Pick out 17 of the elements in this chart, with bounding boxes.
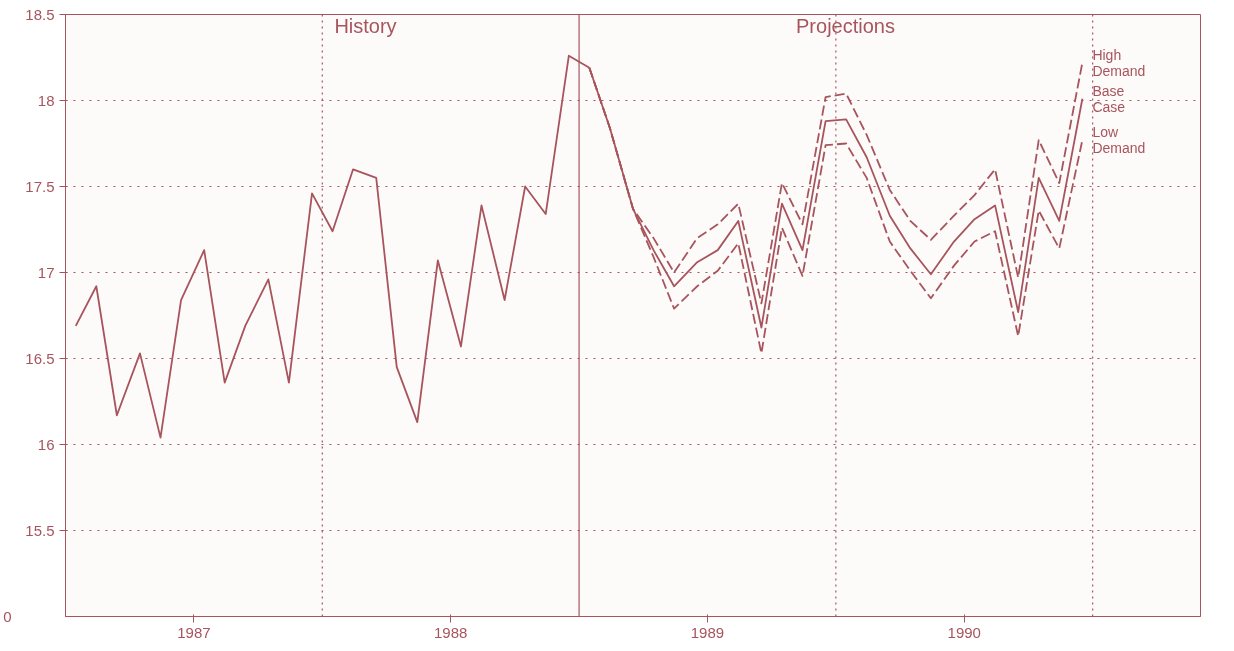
annotation: History [334, 14, 397, 37]
y-tick-label: 17.5 [25, 177, 55, 195]
y-tick-label: 15.5 [25, 521, 55, 539]
annotation: Projections [796, 14, 895, 37]
y-tick-label: 17 [37, 263, 55, 281]
x-tick-label: 1987 [177, 623, 211, 641]
y-tick-label: 16.5 [25, 349, 55, 367]
x-tick-label: 1989 [690, 623, 725, 641]
y-tick-label: 18 [37, 91, 55, 109]
x-tick-label: 1990 [947, 623, 981, 641]
series-label: Base Case [1092, 82, 1126, 115]
series-label: Low Demand [1092, 124, 1146, 157]
y-tick-label: 18.5 [25, 5, 55, 23]
series-label: High Demand [1092, 46, 1146, 79]
y-tick-label: 16 [37, 435, 55, 453]
x-tick-label: 1988 [434, 623, 468, 641]
text: 0 [3, 607, 12, 625]
